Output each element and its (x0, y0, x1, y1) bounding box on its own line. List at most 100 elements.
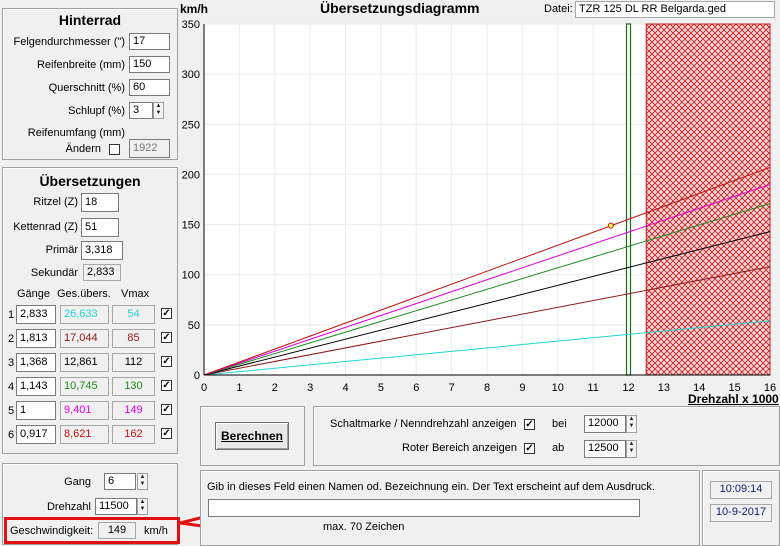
tire-panel: Hinterrad Felgendurchmesser (") 17 Reife… (2, 8, 178, 160)
spin-down-icon[interactable]: ▼ (139, 506, 146, 512)
note-max-hint: max. 70 Zeichen (323, 521, 405, 533)
x-tick-label: 7 (449, 382, 455, 394)
change-checkbox[interactable] (109, 144, 120, 155)
spin-down-icon[interactable]: ▼ (628, 448, 635, 454)
gear-speed-line (203, 166, 771, 376)
y-tick-label: 0 (194, 370, 200, 382)
shift-rpm-spinner[interactable]: ▲ ▼ (626, 415, 637, 433)
y-tick-label: 150 (182, 220, 200, 232)
y-tick-label: 200 (182, 169, 200, 181)
col-gears-header: Gänge (17, 288, 51, 300)
gear-ratio-input[interactable]: 2,833 (16, 305, 56, 324)
tire-width-input[interactable]: 150 (129, 56, 170, 73)
y-tick-label: 50 (188, 320, 200, 332)
y-tick-label: 100 (182, 270, 200, 282)
gear-total-ratio: 8,621 (60, 425, 109, 444)
spin-up-icon[interactable]: ▲ (155, 103, 162, 109)
gear-visible-checkbox[interactable]: ✓ (161, 404, 172, 415)
gear-visible-checkbox[interactable]: ✓ (161, 332, 172, 343)
gear-number: 1 (8, 309, 15, 321)
gear-speed-line (203, 203, 771, 376)
file-name-field: TZR 125 DL RR Belgarda.ged (575, 1, 775, 18)
gear-ratio-input[interactable]: 1,143 (16, 377, 56, 396)
slip-input[interactable]: 3 (129, 102, 153, 119)
file-label: Datei: (544, 3, 573, 15)
note-hint: Gib in dieses Feld einen Namen od. Bezei… (207, 481, 655, 493)
gear-total-ratio: 10,745 (60, 377, 109, 396)
rpm-input[interactable]: 11500 (95, 498, 137, 515)
gear-speed-line (203, 231, 771, 376)
spin-down-icon[interactable]: ▼ (628, 423, 635, 429)
shift-mark (625, 23, 632, 376)
y-tick-label: 250 (182, 119, 200, 131)
gear-speed-line (203, 266, 771, 376)
x-tick-label: 10 (552, 382, 564, 394)
gear-vmax: 112 (112, 353, 155, 372)
red-rpm-input[interactable]: 12500 (584, 440, 626, 458)
red-zone-checkbox[interactable]: ✓ (524, 443, 535, 454)
calc-panel: Gang 6 ▲ ▼ Drehzahl 11500 ▲ ▼ (2, 463, 178, 545)
circumference-label: Reifenumfang (mm) (27, 127, 125, 139)
sprocket-label: Ritzel (Z) (33, 196, 78, 208)
spin-up-icon[interactable]: ▲ (139, 474, 146, 480)
calculate-button[interactable]: Berechnen (215, 422, 289, 450)
y-tick-label: 350 (182, 19, 200, 31)
shift-rpm-input[interactable]: 12000 (584, 415, 626, 433)
shift-mark-checkbox[interactable]: ✓ (524, 419, 535, 430)
gear-vmax: 85 (112, 329, 155, 348)
circumference-input: 1922 (129, 139, 170, 158)
rim-diameter-input[interactable]: 17 (129, 33, 170, 50)
gear-ratio-input[interactable]: 0,917 (16, 425, 56, 444)
primary-label: Primär (45, 244, 78, 256)
x-tick-label: 4 (342, 382, 348, 394)
gear-total-ratio: 9,401 (60, 401, 109, 420)
secondary-label: Sekundär (30, 267, 78, 279)
shift-at-label: bei (552, 418, 567, 430)
x-tick-label: 16 (764, 382, 776, 394)
x-tick-label: 2 (272, 382, 278, 394)
spin-down-icon[interactable]: ▼ (139, 481, 146, 487)
note-input[interactable] (208, 499, 640, 517)
gear-visible-checkbox[interactable]: ✓ (161, 380, 172, 391)
gear-ratio-input[interactable]: 1,813 (16, 329, 56, 348)
gear-number: 2 (8, 333, 15, 345)
sprocket-input[interactable]: 18 (81, 193, 119, 212)
spin-up-icon[interactable]: ▲ (628, 441, 635, 447)
x-tick-label: 15 (729, 382, 741, 394)
gear-visible-checkbox[interactable]: ✓ (161, 428, 172, 439)
gear-visible-checkbox[interactable]: ✓ (161, 356, 172, 367)
x-tick-label: 6 (413, 382, 419, 394)
spin-up-icon[interactable]: ▲ (628, 416, 635, 422)
gear-spinner[interactable]: ▲ ▼ (137, 473, 148, 490)
speed-unit: km/h (144, 525, 168, 537)
gear-select-input[interactable]: 6 (104, 473, 136, 490)
ratios-panel: Übersetzungen Ritzel (Z) 18 Kettenrad (Z… (2, 167, 178, 454)
col-vmax-header: Vmax (121, 288, 150, 300)
gear-visible-checkbox[interactable]: ✓ (161, 308, 172, 319)
gear-total-ratio: 26,633 (60, 305, 109, 324)
x-tick-label: 1 (236, 382, 242, 394)
x-axis-label: Drehzahl x 1000 (688, 392, 779, 406)
slip-spinner[interactable]: ▲ ▼ (153, 102, 164, 119)
red-rpm-spinner[interactable]: ▲ ▼ (626, 440, 637, 458)
chainwheel-input[interactable]: 51 (81, 218, 119, 237)
profile-input[interactable]: 60 (129, 79, 170, 96)
spin-down-icon[interactable]: ▼ (155, 110, 162, 116)
spin-up-icon[interactable]: ▲ (139, 499, 146, 505)
rpm-spinner[interactable]: ▲ ▼ (137, 498, 148, 515)
y-tick-label: 300 (182, 69, 200, 81)
speed-highlight-box (4, 517, 180, 544)
gear-number: 6 (8, 429, 15, 441)
red-zone (645, 23, 771, 376)
time-display: 10:09:14 (710, 481, 772, 499)
x-tick-label: 8 (484, 382, 490, 394)
primary-input[interactable]: 3,318 (81, 241, 123, 260)
gear-label: Gang (64, 476, 91, 488)
gear-ratio-input[interactable]: 1 (16, 401, 56, 420)
gear-speed-line (203, 320, 771, 376)
x-tick-label: 9 (519, 382, 525, 394)
gear-total-ratio: 12,861 (60, 353, 109, 372)
x-tick-label: 12 (622, 382, 634, 394)
gear-vmax: 54 (112, 305, 155, 324)
gear-ratio-input[interactable]: 1,368 (16, 353, 56, 372)
